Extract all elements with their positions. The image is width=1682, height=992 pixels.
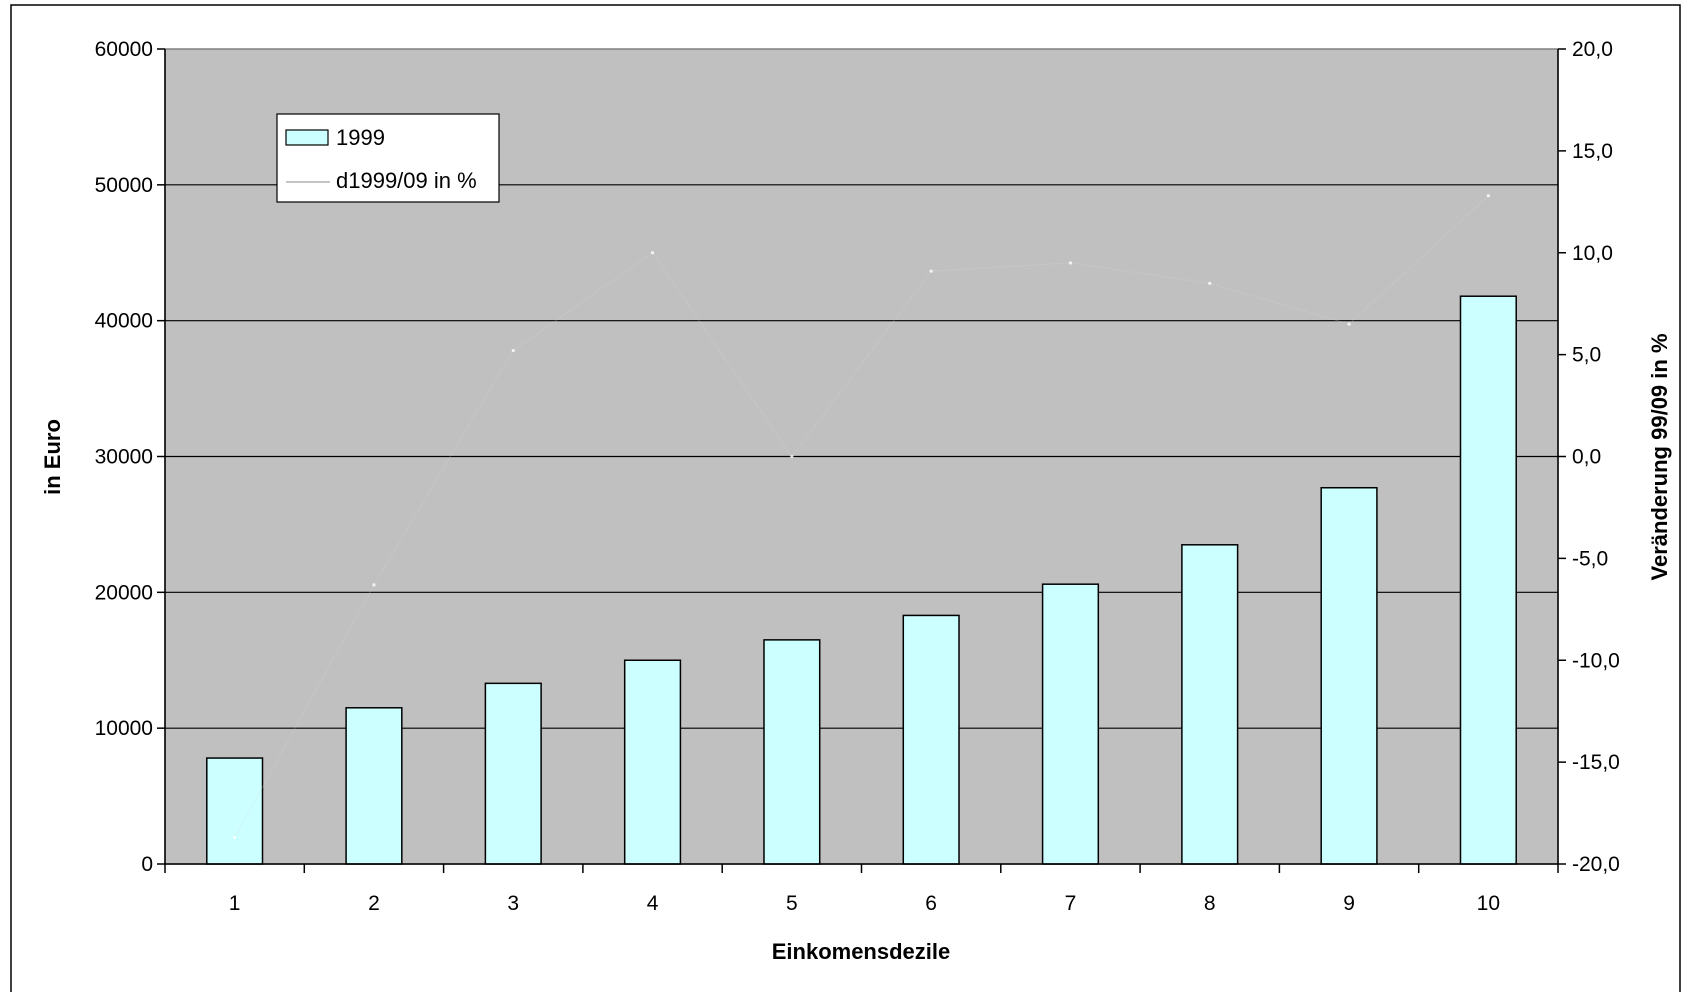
right-axis-ticks: -20,0 -15,0 -10,0 -5,0 0,0 5,0 10,0 15,0 20,0 (1558, 38, 1620, 876)
series-point (372, 583, 376, 587)
x-tick-label: 4 (647, 892, 659, 915)
x-tick-label: 2 (368, 892, 380, 915)
left-tick-label: 40000 (95, 310, 153, 333)
right-tick-label: -10,0 (1572, 649, 1620, 672)
right-tick-label: -20,0 (1572, 853, 1620, 876)
bar (1181, 544, 1239, 865)
right-tick-label: -5,0 (1572, 547, 1608, 570)
left-tick-label: 50000 (95, 174, 153, 197)
right-tick-label: -15,0 (1572, 751, 1620, 774)
left-tick-label: 0 (141, 853, 153, 876)
x-tick-label: 6 (925, 892, 937, 915)
right-tick-label: 10,0 (1572, 242, 1613, 265)
series-line (234, 195, 1489, 838)
x-axis-title: Einkomensdezile (772, 939, 951, 964)
legend-box (276, 113, 500, 203)
x-tick-label: 5 (786, 892, 798, 915)
series-point (790, 454, 794, 459)
right-tick-label: 15,0 (1572, 140, 1613, 163)
x-tick-label: 8 (1204, 892, 1216, 915)
legend-swatch-1999 (285, 129, 329, 146)
x-tick-label: 1 (229, 892, 241, 915)
right-tick-label: 5,0 (1572, 344, 1601, 367)
bar (902, 614, 960, 865)
bar (1320, 486, 1378, 865)
bar (345, 707, 403, 865)
x-tick-label: 7 (1065, 892, 1077, 915)
series-point (233, 835, 237, 840)
legend-label-d1999-09: d1999/09 in % (336, 168, 477, 193)
bar (1041, 583, 1100, 865)
y-axis-title: in Euro (40, 419, 65, 495)
series-point (1068, 261, 1073, 265)
series-point (1486, 194, 1490, 198)
left-tick-label: 30000 (95, 446, 153, 469)
x-tick-label: 9 (1343, 892, 1355, 915)
y2-axis-title: Veränderung 99/09 in % (1647, 334, 1672, 581)
right-tick-label: 20,0 (1572, 38, 1613, 61)
x-axis-ticks: 1 2 3 4 5 6 7 8 9 10 (164, 864, 1559, 915)
x-tick-label: 3 (507, 892, 519, 915)
series-point (1347, 322, 1351, 326)
bar (484, 682, 542, 865)
x-tick-label: 10 (1477, 892, 1500, 915)
left-tick-label: 60000 (95, 38, 153, 61)
series-point (511, 348, 515, 353)
line-series (233, 194, 1490, 840)
series-point (650, 251, 655, 255)
left-tick-label: 20000 (95, 581, 153, 604)
series-point (1208, 281, 1212, 285)
bar (623, 659, 682, 865)
bars (206, 295, 1517, 865)
legend-label-1999: 1999 (336, 125, 385, 150)
bar (1459, 295, 1517, 865)
legend: 1999 d1999/09 in % (276, 113, 500, 203)
series-point (929, 269, 933, 273)
right-tick-label: 0,0 (1572, 446, 1601, 469)
left-axis-ticks: 0 10000 20000 30000 40000 50000 60000 (95, 38, 165, 876)
left-tick-label: 10000 (95, 717, 153, 740)
bar (763, 639, 821, 865)
bar (206, 757, 264, 865)
